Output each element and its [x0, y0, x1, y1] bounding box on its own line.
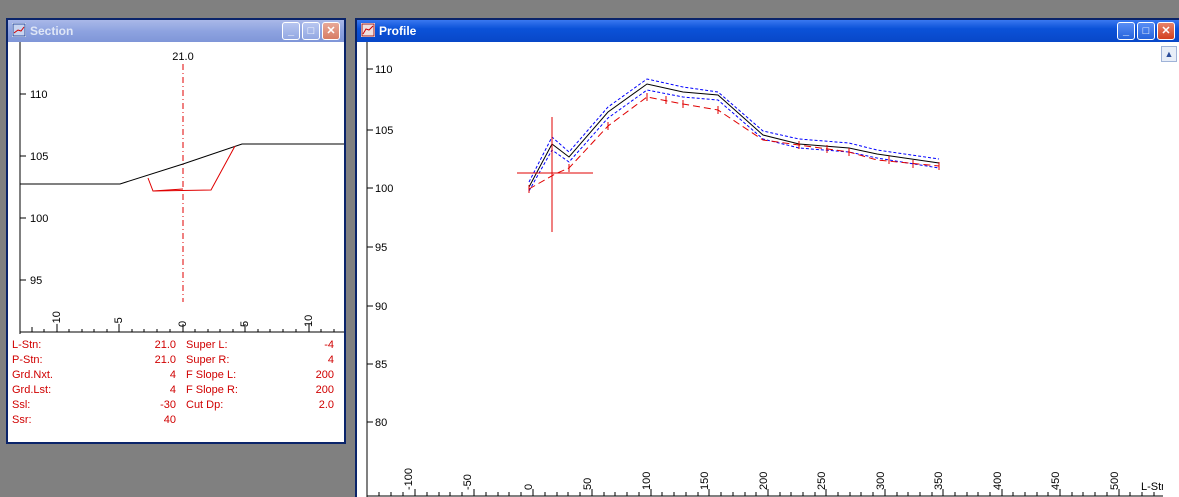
info-value: 200: [315, 369, 334, 381]
minimize-button[interactable]: _: [282, 22, 300, 40]
profile-y-tick: 95: [375, 242, 387, 254]
info-value: 40: [163, 414, 176, 426]
profile-lower-offset-line: [528, 89, 940, 192]
section-station-label: 21.0: [172, 51, 193, 63]
info-label: Super R:: [186, 354, 230, 366]
section-titlebar[interactable]: Section _ □ ✕: [8, 20, 344, 42]
scroll-up-arrow-icon[interactable]: ▲: [1161, 46, 1177, 62]
section-y-tick: 95: [30, 275, 42, 287]
minimize-button[interactable]: _: [1117, 22, 1135, 40]
profile-titlebar[interactable]: Profile _ □ ✕: [357, 20, 1179, 42]
close-button[interactable]: ✕: [322, 22, 340, 40]
info-label: L-Stn:: [12, 339, 42, 351]
profile-y-tick: 85: [375, 359, 387, 371]
info-value: 200: [315, 384, 334, 396]
profile-x-axis-ticks: [378, 489, 1155, 496]
section-x-tick: 5: [239, 321, 251, 327]
profile-x-tick: 350: [933, 472, 945, 490]
info-value: 2.0: [318, 399, 334, 411]
profile-x-tick: -100: [403, 468, 415, 490]
info-value: 21.0: [154, 354, 176, 366]
profile-ground-line: [528, 83, 940, 188]
profile-y-tick: 100: [375, 183, 393, 195]
section-x-tick: -5: [113, 317, 125, 327]
info-value: 21.0: [154, 339, 176, 351]
profile-window[interactable]: Profile _ □ ✕ ▲ 110 105 100 95 90 85 80: [355, 18, 1179, 497]
profile-window-icon: [361, 23, 375, 37]
section-info-panel: L-Stn: 21.0 Super L: -4 P-Stn: 21.0 Supe…: [8, 335, 334, 442]
profile-x-tick: 150: [699, 472, 711, 490]
profile-plot[interactable]: 110 105 100 95 90 85 80 -100: [357, 42, 1163, 497]
profile-x-tick: 250: [816, 472, 828, 490]
profile-x-tick: 200: [758, 472, 770, 490]
profile-x-tick: 100: [641, 472, 653, 490]
profile-grade-markers: [528, 93, 940, 193]
info-value: -4: [324, 339, 334, 351]
info-label: F Slope L:: [186, 369, 237, 381]
section-x-axis-ticks: [31, 324, 335, 332]
profile-upper-offset-line: [528, 78, 940, 183]
station-cursor: [517, 117, 593, 232]
profile-x-tick-labels: -100 -50 0 50 100 150 200 250 300 350 40…: [403, 468, 1121, 490]
section-x-tick: 10: [303, 315, 315, 327]
section-y-tick-labels: 110 105 100 95: [30, 89, 48, 287]
maximize-button[interactable]: □: [302, 22, 320, 40]
section-window-icon: [12, 23, 26, 37]
section-plot[interactable]: 110 105 100 95 21.0 -10 -5 0 5 10: [8, 42, 344, 334]
info-value: -30: [160, 399, 176, 411]
info-label: Ssr:: [12, 414, 32, 426]
profile-design-grade-line: [528, 96, 940, 190]
profile-y-tick: 105: [375, 125, 393, 137]
profile-x-tick: 400: [992, 472, 1004, 490]
info-label: P-Stn:: [12, 354, 43, 366]
info-value: 4: [169, 384, 176, 396]
profile-x-tick: 0: [523, 484, 535, 490]
info-label: Super L:: [186, 339, 228, 351]
profile-x-tick: 500: [1109, 472, 1121, 490]
section-ground-line: [20, 143, 344, 185]
close-button[interactable]: ✕: [1157, 22, 1175, 40]
profile-x-tick: 450: [1050, 472, 1062, 490]
info-label: Cut Dp:: [186, 399, 224, 411]
info-label: Grd.Nxt.: [12, 369, 53, 381]
section-title: Section: [30, 24, 74, 38]
profile-y-tick: 110: [375, 64, 393, 76]
profile-x-axis-label: L-Stn: [1141, 481, 1163, 493]
section-y-tick: 100: [30, 213, 48, 225]
profile-x-tick: -50: [462, 474, 474, 490]
section-y-tick: 110: [30, 89, 48, 101]
section-design-template: [147, 145, 236, 192]
profile-y-tick: 80: [375, 417, 387, 429]
info-label: Ssl:: [12, 399, 31, 411]
profile-y-tick-labels: 110 105 100 95 90 85 80: [375, 64, 393, 429]
profile-y-tick: 90: [375, 301, 387, 313]
info-label: Grd.Lst:: [12, 384, 52, 396]
profile-title: Profile: [379, 24, 417, 38]
info-value: 4: [327, 354, 334, 366]
info-value: 4: [169, 369, 176, 381]
section-window[interactable]: Section _ □ ✕ 110 105 100 95 21.0 -10 -5…: [6, 18, 346, 444]
section-y-tick: 105: [30, 151, 48, 163]
profile-x-tick: 300: [875, 472, 887, 490]
section-x-tick: 0: [177, 321, 189, 327]
section-x-tick: -10: [51, 311, 63, 327]
info-label: F Slope R:: [186, 384, 238, 396]
section-x-tick-labels: -10 -5 0 5 10: [51, 311, 315, 327]
maximize-button[interactable]: □: [1137, 22, 1155, 40]
profile-x-tick: 50: [582, 478, 594, 490]
